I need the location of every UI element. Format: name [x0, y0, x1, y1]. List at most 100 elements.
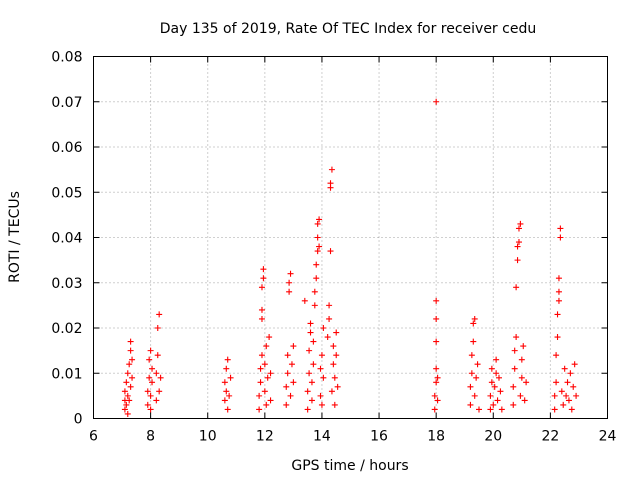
data-point — [121, 388, 128, 395]
data-point — [554, 334, 561, 341]
data-point — [124, 392, 131, 399]
data-point — [149, 379, 156, 386]
data-point — [257, 365, 264, 372]
data-point — [301, 297, 308, 304]
data-point — [287, 270, 294, 277]
data-point — [468, 352, 475, 359]
data-point — [221, 379, 228, 386]
y-tick-label: 0.05 — [51, 185, 82, 201]
data-point — [433, 297, 440, 304]
data-point — [320, 374, 327, 381]
data-point — [256, 392, 263, 399]
data-point — [286, 288, 293, 295]
data-point — [320, 325, 327, 331]
data-point — [156, 388, 163, 395]
data-point — [311, 288, 318, 295]
data-point — [267, 370, 274, 377]
data-point — [258, 284, 265, 291]
data-point — [124, 410, 131, 417]
data-point — [520, 343, 527, 350]
data-point — [488, 379, 495, 386]
data-point — [326, 302, 333, 309]
data-point — [223, 365, 230, 372]
data-point — [147, 347, 154, 354]
data-point — [568, 406, 575, 413]
data-point — [283, 401, 290, 408]
data-point — [153, 370, 160, 377]
data-point — [311, 302, 318, 309]
data-point — [570, 383, 577, 390]
data-point — [333, 329, 340, 336]
data-point — [333, 352, 340, 359]
x-tick-label: 24 — [599, 429, 617, 445]
data-point — [283, 383, 290, 390]
data-point — [260, 275, 267, 282]
y-tick-label: 0.06 — [51, 140, 82, 156]
data-point — [555, 297, 562, 304]
data-point — [288, 361, 295, 368]
data-point — [434, 397, 441, 404]
data-point — [557, 234, 564, 241]
data-point — [314, 234, 321, 241]
data-point — [224, 356, 231, 363]
data-point — [565, 397, 572, 404]
data-point — [334, 383, 341, 390]
data-point — [433, 315, 440, 322]
data-point — [257, 379, 264, 386]
data-point — [290, 379, 297, 386]
chart-title: Day 135 of 2019, Rate Of TEC Index for r… — [160, 21, 536, 37]
tick-labels: 6 8 10 12 14 16 18 20 22 24 0 0.01 0.02 0.03 0.04 0.05 0… — [51, 50, 616, 445]
x-axis-label: GPS time / hours — [291, 458, 408, 474]
data-point — [557, 225, 564, 232]
data-point — [129, 374, 136, 381]
data-point — [318, 401, 325, 408]
data-point — [490, 401, 497, 408]
data-point — [153, 397, 160, 404]
data-point — [327, 180, 334, 187]
data-point — [433, 365, 440, 372]
data-point — [316, 243, 323, 250]
data-point — [517, 220, 524, 227]
data-point — [515, 239, 522, 246]
y-tick-label: 0.01 — [51, 366, 82, 382]
data-point — [511, 365, 518, 372]
x-tick-label: 8 — [146, 429, 155, 445]
data-point — [330, 361, 337, 368]
data-point — [470, 338, 477, 345]
data-point — [474, 361, 481, 368]
data-point — [264, 374, 271, 381]
data-point — [261, 388, 268, 395]
data-point — [513, 334, 520, 341]
data-point — [223, 388, 230, 395]
data-point — [263, 343, 270, 350]
data-point — [571, 361, 578, 368]
data-point — [553, 379, 560, 386]
data-point — [310, 361, 317, 368]
data-point — [514, 257, 521, 264]
data-point — [313, 261, 320, 268]
data-point — [127, 338, 134, 345]
data-point — [284, 352, 291, 359]
data-point — [314, 220, 321, 227]
data-point — [316, 216, 323, 223]
data-point — [126, 397, 133, 404]
data-point — [124, 370, 131, 377]
data-point — [307, 320, 314, 327]
data-point — [518, 374, 525, 381]
data-point — [471, 315, 478, 322]
data-point — [314, 248, 321, 255]
data-point — [433, 98, 440, 105]
data-point — [156, 311, 163, 318]
data-point — [287, 392, 294, 399]
data-point — [317, 392, 324, 399]
data-point — [560, 401, 567, 408]
data-point — [308, 397, 315, 404]
x-tick-label: 14 — [313, 429, 331, 445]
data-point — [494, 397, 501, 404]
data-point — [523, 379, 530, 386]
data-point — [471, 392, 478, 399]
data-point — [308, 379, 315, 386]
data-point — [511, 347, 518, 354]
data-point — [554, 311, 561, 318]
